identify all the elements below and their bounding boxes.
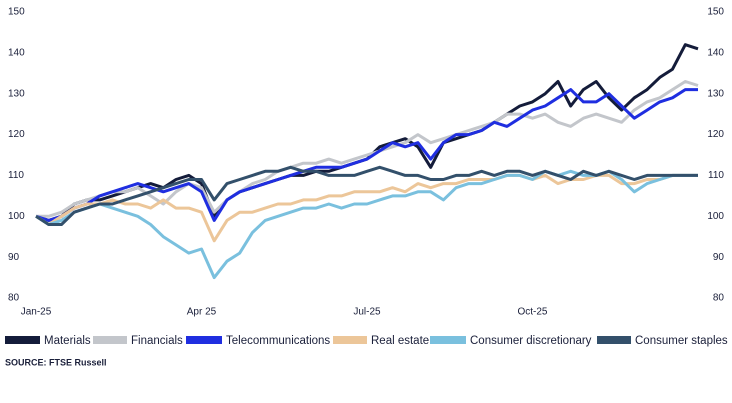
legend-swatch — [93, 336, 127, 344]
y-tick-label: 90 — [8, 252, 20, 263]
y2-tick-label: 130 — [707, 88, 724, 99]
y-tick-label: 100 — [8, 211, 25, 222]
legend-label: Consumer staples — [635, 335, 728, 347]
y-tick-label: 80 — [8, 293, 20, 304]
legend-swatch — [333, 336, 367, 344]
x-tick-label: Oct-25 — [517, 307, 547, 318]
y-tick-label: 140 — [8, 47, 25, 58]
x-tick-label: Apr 25 — [187, 307, 217, 318]
y2-tick-label: 80 — [713, 293, 725, 304]
y-tick-label: 110 — [8, 170, 24, 181]
y2-tick-label: 90 — [713, 252, 725, 263]
legend-swatch — [5, 336, 40, 344]
y2-tick-label: 150 — [707, 7, 724, 18]
legend-label: Consumer discretionary — [470, 335, 592, 347]
series-line — [35, 165, 698, 226]
y2-tick-label: 120 — [707, 129, 724, 140]
x-tick-label: Jul-25 — [353, 307, 381, 318]
y2-tick-label: 110 — [708, 170, 724, 181]
y-tick-label: 120 — [8, 129, 25, 140]
legend-swatch — [430, 336, 466, 344]
series-line — [35, 43, 699, 222]
source: SOURCE: FTSE Russell — [5, 357, 107, 367]
legend-label: Telecommunications — [226, 335, 330, 347]
y-tick-label: 130 — [8, 88, 25, 99]
legend-label: Real estate — [371, 335, 429, 347]
series-line — [35, 169, 698, 280]
legend-label: Financials — [131, 335, 183, 347]
legend-swatch — [597, 336, 631, 344]
series-line — [35, 173, 698, 243]
y2-tick-label: 140 — [707, 47, 724, 58]
legend-label: Materials — [44, 335, 91, 347]
y2-tick-label: 100 — [707, 211, 724, 222]
y-tick-label: 150 — [8, 7, 25, 18]
x-tick-label: Jan-25 — [21, 307, 52, 318]
legend-swatch — [186, 336, 222, 344]
series-line — [35, 88, 698, 222]
